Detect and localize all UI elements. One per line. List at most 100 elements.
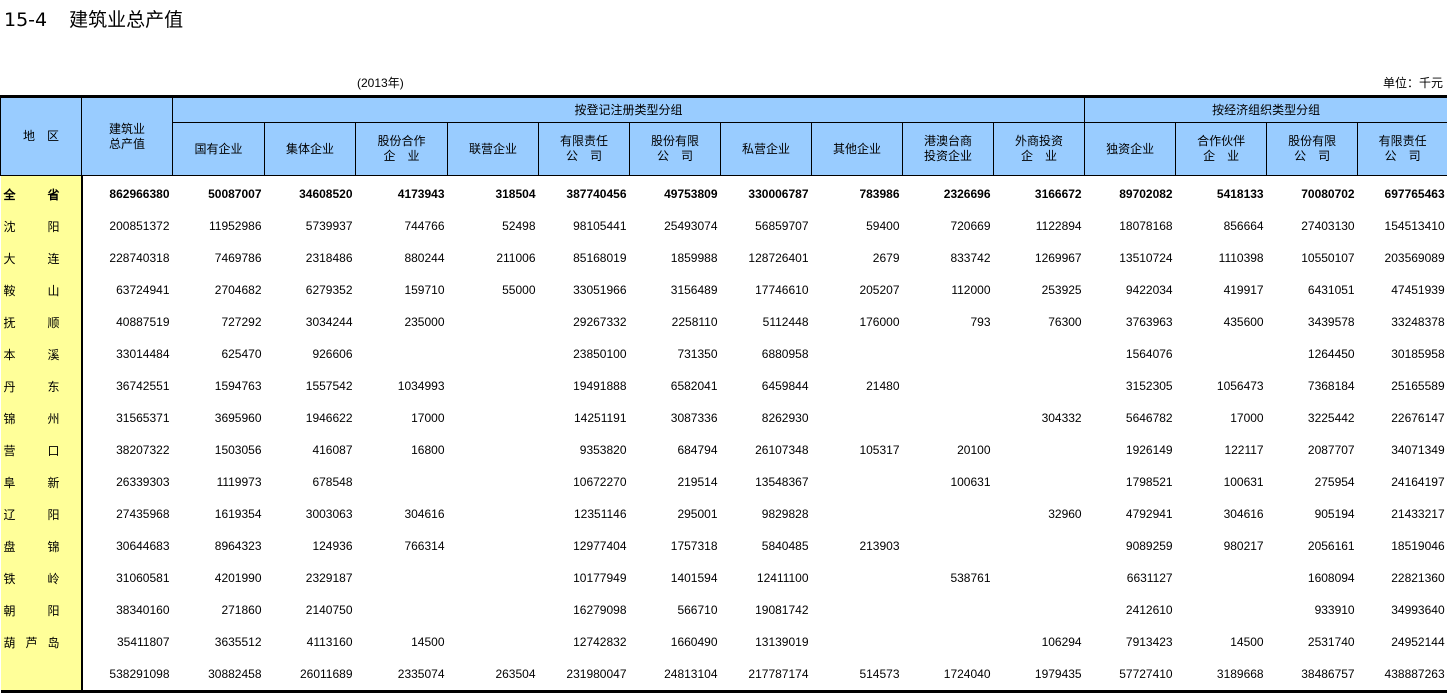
value-cell: 3189668 [1216, 667, 1264, 681]
value-cell: 3635512 [214, 635, 262, 649]
value-cell: 3156489 [670, 283, 718, 297]
value-cell: 112000 [951, 283, 991, 297]
table-title: 建筑业总产值 [69, 9, 184, 31]
value-cell: 435600 [1223, 315, 1264, 329]
value-cell: 1594763 [214, 379, 262, 393]
value-cell: 176000 [859, 315, 900, 329]
value-cell: 70080702 [1301, 187, 1355, 201]
value-cell: 566710 [677, 603, 718, 617]
value-cell: 731350 [677, 347, 718, 361]
value-cell: 5112448 [762, 315, 809, 329]
value-cell: 766314 [404, 539, 445, 553]
region-name: 大 连 [3, 251, 60, 266]
value-cell: 30185958 [1391, 347, 1445, 361]
value-cell: 8262930 [761, 411, 809, 425]
region-cell: 朝 阳 [0, 594, 83, 626]
value-cell: 18519046 [1391, 539, 1445, 553]
value-cell: 727292 [221, 315, 262, 329]
value-cell: 35411807 [117, 635, 170, 649]
value-cell: 263504 [495, 667, 536, 681]
region-name: 辽 阳 [3, 507, 60, 522]
value-cell: 1056473 [1216, 379, 1264, 393]
value-cell [448, 530, 539, 562]
value-cell: 1660490 [670, 635, 718, 649]
value-cell: 538291098 [109, 667, 170, 681]
value-cell: 23850100 [573, 347, 627, 361]
value-cell: 63724941 [116, 283, 170, 297]
value-cell: 625470 [221, 347, 262, 361]
region-name: 盘 锦 [3, 539, 60, 554]
region-name: 鞍 山 [3, 283, 60, 298]
table-row: 铁 岭 31060581 4201990 2329187 10177949 1401594… [0, 562, 1447, 594]
value-cell: 933910 [1314, 603, 1355, 617]
value-cell: 8964323 [214, 539, 262, 553]
header-col-registration: 国有企业 [172, 122, 265, 176]
value-cell: 59400 [866, 219, 900, 233]
value-cell: 128726401 [748, 251, 809, 265]
value-cell [448, 562, 539, 594]
value-cell: 32960 [1048, 507, 1082, 521]
value-cell: 26011689 [300, 667, 353, 681]
value-cell: 744766 [404, 219, 445, 233]
value-cell [903, 370, 994, 402]
value-cell [994, 562, 1085, 594]
header-col-organization: 合作伙伴企 业 [1175, 122, 1268, 176]
region-name: 本 溪 [3, 347, 60, 362]
value-cell: 3152305 [1125, 379, 1173, 393]
value-cell: 10550107 [1301, 251, 1355, 265]
value-cell: 217787174 [748, 667, 809, 681]
value-cell: 47451939 [1391, 283, 1445, 297]
region-cell: 阜 新 [0, 466, 83, 498]
value-cell: 514573 [859, 667, 900, 681]
value-cell: 200851372 [109, 219, 170, 233]
header-col-registration: 股份有限公 司 [629, 122, 721, 176]
value-cell: 30644683 [116, 539, 170, 553]
value-cell: 538761 [950, 571, 991, 585]
value-cell: 124936 [312, 539, 353, 553]
value-cell: 2704682 [214, 283, 262, 297]
region-cell: 丹 东 [0, 370, 83, 402]
value-cell: 419917 [1223, 283, 1264, 297]
value-cell: 1269967 [1034, 251, 1082, 265]
value-cell: 3763963 [1125, 315, 1173, 329]
value-cell: 1034993 [397, 379, 445, 393]
value-cell [448, 498, 539, 530]
value-cell: 1608094 [1307, 571, 1355, 585]
value-cell: 13548367 [755, 475, 809, 489]
value-cell: 33051966 [573, 283, 627, 297]
table-row: 营 口 38207322 1503056 416087 16800 9353820 6847… [0, 434, 1447, 466]
region-cell: 锦 州 [0, 402, 83, 434]
header-col-organization: 股份有限公 司 [1266, 122, 1359, 176]
region-name: 沈 阳 [3, 219, 60, 234]
value-cell: 304616 [404, 507, 445, 521]
value-cell: 387740456 [566, 187, 627, 201]
value-cell: 2318486 [305, 251, 353, 265]
value-cell: 17000 [411, 411, 445, 425]
value-cell: 98105441 [573, 219, 627, 233]
value-cell: 12351146 [574, 507, 627, 521]
value-cell: 1757318 [670, 539, 718, 553]
header-col-registration: 有限责任公 司 [538, 122, 630, 176]
value-cell: 5418133 [1216, 187, 1264, 201]
value-cell [812, 466, 903, 498]
value-cell: 6279352 [305, 283, 353, 297]
value-cell: 330006787 [748, 187, 809, 201]
value-cell: 154513410 [1384, 219, 1445, 233]
value-cell: 783986 [859, 187, 900, 201]
region-name: 阜 新 [3, 475, 60, 490]
region-cell [0, 658, 83, 692]
value-cell: 228740318 [109, 251, 170, 265]
value-cell: 1926149 [1125, 443, 1173, 457]
value-cell: 7368184 [1307, 379, 1355, 393]
value-cell [448, 370, 539, 402]
header-col-registration: 联营企业 [447, 122, 539, 176]
value-cell: 1264450 [1307, 347, 1355, 361]
value-cell: 720669 [950, 219, 991, 233]
value-cell: 100631 [1223, 475, 1264, 489]
value-cell: 40887519 [116, 315, 170, 329]
table-row: 丹 东 36742551 1594763 1557542 1034993 19491888… [0, 370, 1447, 402]
value-cell: 17000 [1230, 411, 1264, 425]
value-cell: 19491888 [573, 379, 627, 393]
value-cell: 1110398 [1218, 251, 1264, 265]
value-cell: 25493074 [664, 219, 718, 233]
